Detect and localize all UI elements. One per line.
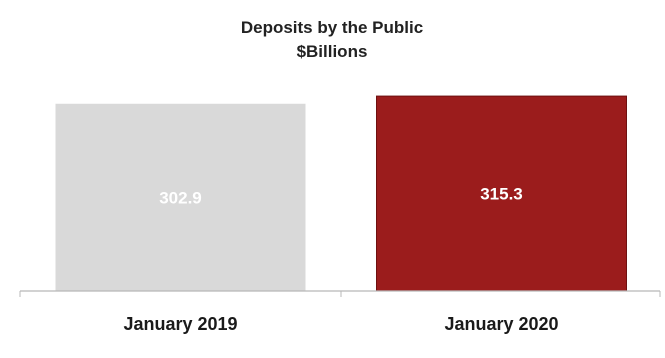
bars-layer (55, 95, 627, 292)
labels-layer: 302.9 January 2019 315.3 January 2020 (123, 185, 558, 334)
bar-value-label: 315.3 (480, 185, 523, 204)
chart-subtitle: $Billions (297, 42, 368, 61)
x-tick-label: January 2019 (123, 314, 237, 334)
bar-value-label: 302.9 (159, 188, 202, 207)
chart-title: Deposits by the Public (241, 18, 423, 37)
bar (376, 95, 627, 292)
x-tick-label: January 2020 (444, 314, 558, 334)
bar (55, 103, 306, 292)
